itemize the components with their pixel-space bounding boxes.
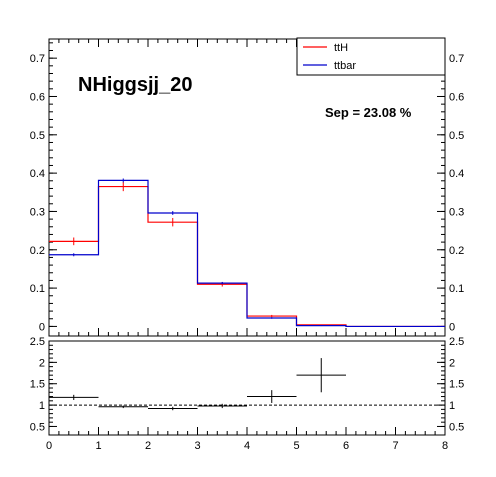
ratio-y-tick-label-right: 1 bbox=[449, 400, 455, 412]
y-tick-label-right: 0.4 bbox=[449, 168, 464, 180]
y-tick-label-right: 0.3 bbox=[449, 206, 464, 218]
y-tick-label-right: 0.6 bbox=[449, 91, 464, 103]
ratio-y-tick-label-left: 2.5 bbox=[30, 336, 45, 348]
y-tick-label-right: 0.1 bbox=[449, 283, 464, 295]
separation-annotation: Sep = 23.08 % bbox=[325, 105, 412, 120]
legend: ttH ttbar bbox=[296, 37, 446, 76]
x-tick-label: 2 bbox=[145, 440, 151, 452]
ratio-point bbox=[98, 405, 148, 409]
legend-label-tth: ttH bbox=[334, 42, 348, 54]
y-tick-label-left: 0.7 bbox=[30, 53, 45, 65]
ratio-y-tick-label-right: 1.5 bbox=[449, 379, 464, 391]
y-tick-label-right: 0.7 bbox=[449, 53, 464, 65]
ratio-point bbox=[148, 406, 198, 411]
ratio-point bbox=[197, 403, 247, 409]
ratio-point bbox=[247, 390, 297, 403]
x-tick-label: 3 bbox=[194, 440, 200, 452]
ratio-y-tick-label-right: 2.5 bbox=[449, 336, 464, 348]
x-tick-label: 7 bbox=[392, 440, 398, 452]
ratio-y-tick-label-left: 1 bbox=[39, 400, 45, 412]
chart-title: NHiggsjj_20 bbox=[78, 74, 192, 96]
y-tick-label-right: 0 bbox=[449, 321, 455, 333]
ratio-plot-frame bbox=[48, 340, 446, 436]
legend-box bbox=[296, 37, 446, 76]
histogram-line-ttbar bbox=[49, 179, 445, 328]
y-tick-label-left: 0.1 bbox=[30, 283, 45, 295]
y-tick-label-left: 0.6 bbox=[30, 91, 45, 103]
y-tick-label-right: 0.2 bbox=[449, 245, 464, 257]
y-tick-label-left: 0 bbox=[39, 321, 45, 333]
y-tick-label-left: 0.5 bbox=[30, 130, 45, 142]
ratio-point bbox=[49, 394, 99, 400]
x-tick-label: 5 bbox=[293, 440, 299, 452]
ratio-y-tick-label-left: 1.5 bbox=[30, 379, 45, 391]
y-tick-label-right: 0.5 bbox=[449, 130, 464, 142]
x-tick-label: 6 bbox=[343, 440, 349, 452]
series-ttbar bbox=[49, 178, 445, 328]
x-tick-label: 1 bbox=[95, 440, 101, 452]
ratio-y-tick-label-left: 0.5 bbox=[30, 421, 45, 433]
x-tick-label: 4 bbox=[244, 440, 250, 452]
ratio-point bbox=[296, 358, 346, 393]
ratio-y-tick-label-left: 2 bbox=[39, 357, 45, 369]
x-tick-label: 8 bbox=[442, 440, 448, 452]
y-tick-label-left: 0.4 bbox=[30, 168, 45, 180]
ratio-y-tick-label-right: 2 bbox=[449, 357, 455, 369]
y-tick-label-left: 0.3 bbox=[30, 206, 45, 218]
ratio-y-tick-label-right: 0.5 bbox=[449, 421, 464, 433]
legend-label-ttbar: ttbar bbox=[334, 60, 356, 72]
x-tick-label: 0 bbox=[46, 440, 52, 452]
y-tick-label-left: 0.2 bbox=[30, 245, 45, 257]
